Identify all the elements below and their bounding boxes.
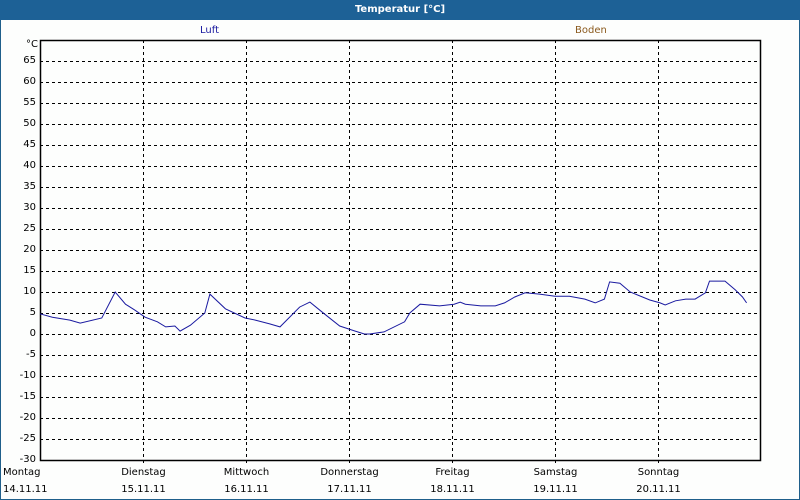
- y-tick-label: 10: [23, 285, 36, 297]
- y-tick-label: 15: [23, 264, 36, 276]
- y-tick-label: -5: [26, 348, 36, 360]
- y-tick-label: 40: [23, 159, 36, 171]
- x-tick-date: 18.11.11: [430, 484, 475, 495]
- y-tick-label: 35: [23, 180, 36, 192]
- y-tick-label: 45: [23, 138, 36, 150]
- x-tick-day: Mittwoch: [223, 467, 270, 478]
- y-tick-label: 20: [23, 243, 36, 255]
- y-tick-label: 25: [23, 222, 36, 234]
- y-tick-label: -25: [19, 432, 36, 444]
- y-tick-label: 5: [29, 306, 36, 318]
- x-tick-date: 17.11.11: [327, 484, 372, 495]
- x-tick-day: Donnerstag: [320, 467, 379, 478]
- legend-boden: Boden: [575, 25, 607, 36]
- y-tick-label: -20: [19, 411, 36, 423]
- x-tick-day: Samstag: [533, 467, 578, 478]
- y-tick-label: 65: [23, 54, 36, 66]
- y-tick-label: 30: [23, 201, 36, 213]
- y-tick-label: 60: [23, 75, 36, 87]
- y-tick-label: -30: [19, 453, 36, 465]
- legend-luft: Luft: [200, 25, 219, 36]
- x-tick-date: 15.11.11: [121, 484, 166, 495]
- x-tick-date: 14.11.11: [3, 484, 48, 495]
- plot-frame: [39, 39, 762, 462]
- x-tick-day: Freitag: [435, 467, 470, 478]
- y-tick-label: -10: [19, 369, 36, 381]
- x-tick-date: 20.11.11: [636, 484, 681, 495]
- gridlines: [40, 40, 760, 464]
- luft-series-line: [39, 280, 748, 335]
- y-tick-label: 50: [23, 117, 36, 129]
- x-tick-date: 16.11.11: [224, 484, 269, 495]
- x-tick-day: Sonntag: [637, 467, 680, 478]
- y-tick-label: -15: [19, 390, 36, 402]
- x-tick-date: 19.11.11: [533, 484, 578, 495]
- y-tick-label: 55: [23, 96, 36, 108]
- x-tick-day: Montag: [3, 467, 41, 478]
- y-tick-label: 0: [29, 327, 36, 339]
- x-tick-day: Dienstag: [121, 467, 166, 478]
- y-axis-unit: °C: [26, 39, 38, 50]
- window-title: Temperatur [°C]: [0, 0, 800, 20]
